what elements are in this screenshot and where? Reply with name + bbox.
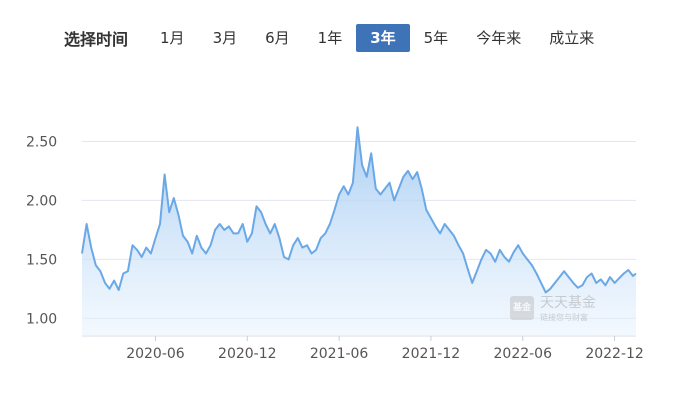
- y-tick-label: 1.00: [26, 311, 57, 327]
- y-axis: 1.00 1.50 2.00 2.50: [26, 134, 57, 327]
- tab-6-months[interactable]: 6月: [265, 29, 290, 47]
- tab-5-years[interactable]: 5年: [423, 29, 449, 47]
- x-tick-label: 2022-06: [494, 346, 553, 362]
- tab-1-year[interactable]: 1年: [317, 29, 343, 47]
- tab-since-inception[interactable]: 成立来: [549, 29, 595, 47]
- y-tick-label: 2.50: [26, 134, 57, 150]
- tab-ytd[interactable]: 今年来: [476, 29, 522, 47]
- watermark: 基金 天天基金 链接您与财富: [510, 292, 596, 323]
- selector-label: 选择时间: [64, 30, 129, 49]
- time-range-selector: 选择时间 1月 3月 6月 1年 3年 5年 今年来 成立来: [64, 24, 608, 52]
- watermark-logo-icon: 基金: [510, 295, 534, 320]
- y-tick-label: 2.00: [26, 193, 57, 209]
- x-tick-label: 2022-12: [585, 346, 644, 362]
- y-tick-label: 1.50: [26, 252, 57, 268]
- series-line: [81, 126, 637, 294]
- x-tick-label: 2021-06: [310, 346, 369, 362]
- tab-3-months[interactable]: 3月: [212, 29, 238, 47]
- x-tick-label: 2021-12: [402, 346, 461, 362]
- x-tick-label: 2020-06: [126, 346, 185, 362]
- x-tick-label: 2020-12: [218, 346, 277, 362]
- tab-3-years[interactable]: 3年: [356, 24, 410, 52]
- watermark-title: 天天基金: [540, 295, 596, 311]
- series-area: [82, 127, 636, 336]
- tab-1-month[interactable]: 1月: [160, 29, 185, 47]
- watermark-subtitle: 链接您与财富: [540, 313, 588, 322]
- x-axis: 2020-06 2020-12 2021-06 2021-12 2022-06 2022-…: [126, 336, 644, 362]
